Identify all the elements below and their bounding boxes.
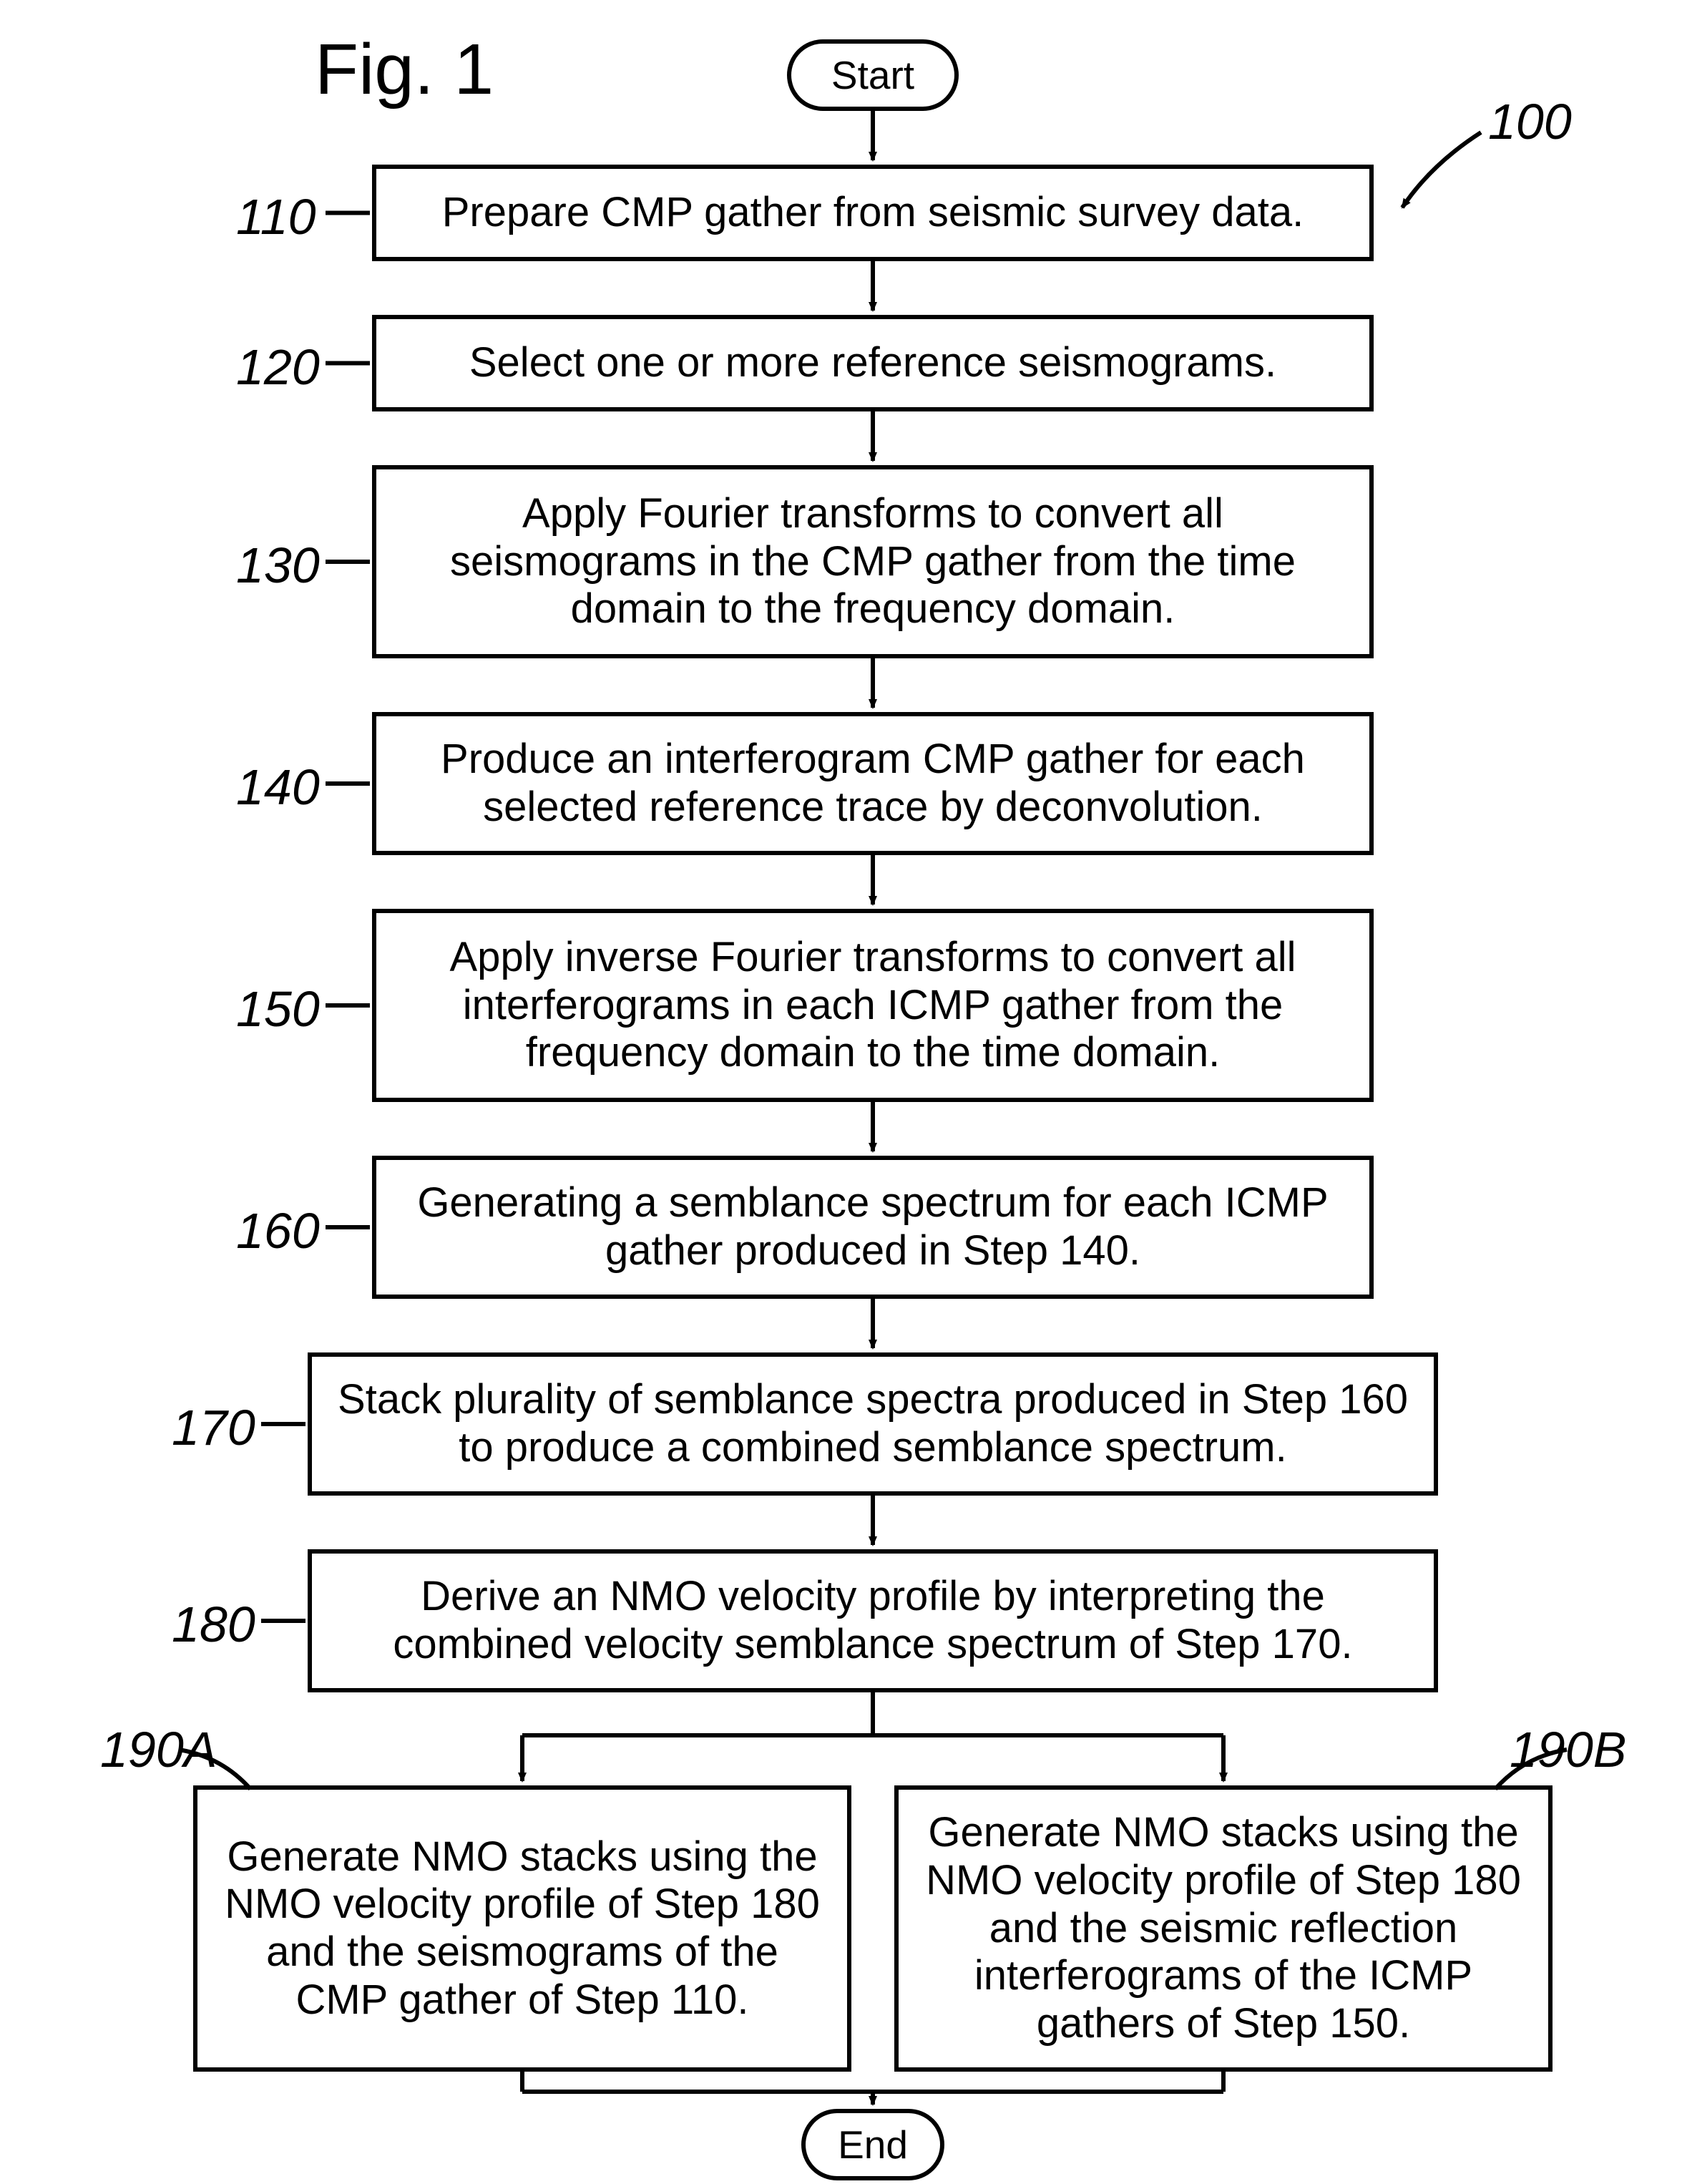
ref-160: 160 <box>236 1202 320 1259</box>
branch-split <box>522 1692 1223 1781</box>
ref-110: 110 <box>236 188 316 245</box>
step-190b-text: Generate NMO stacks using the NMO veloci… <box>920 1809 1527 2047</box>
step-110-text: Prepare CMP gather from seismic survey d… <box>442 189 1304 237</box>
step-130: Apply Fourier transforms to convert all … <box>372 465 1374 658</box>
step-140: Produce an interferogram CMP gather for … <box>372 712 1374 855</box>
end-label: End <box>838 2122 908 2168</box>
step-160: Generating a semblance spectrum for each… <box>372 1156 1374 1299</box>
step-170: Stack plurality of semblance spectra pro… <box>308 1352 1438 1496</box>
step-180-text: Derive an NMO velocity profile by interp… <box>333 1573 1412 1668</box>
step-170-text: Stack plurality of semblance spectra pro… <box>333 1376 1412 1471</box>
step-140-text: Produce an interferogram CMP gather for … <box>398 736 1348 831</box>
start-terminal: Start <box>787 39 959 111</box>
step-120-text: Select one or more reference seismograms… <box>469 339 1276 387</box>
ref-120: 120 <box>236 338 320 396</box>
step-190a: Generate NMO stacks using the NMO veloci… <box>193 1785 851 2072</box>
step-110: Prepare CMP gather from seismic survey d… <box>372 165 1374 261</box>
figure-title: Fig. 1 <box>315 29 494 111</box>
step-120: Select one or more reference seismograms… <box>372 315 1374 411</box>
ref-190a: 190A <box>100 1721 217 1778</box>
start-label: Start <box>831 52 914 98</box>
ref-180: 180 <box>172 1596 255 1653</box>
branch-merge <box>522 2072 1223 2105</box>
end-terminal: End <box>801 2109 944 2180</box>
step-190b: Generate NMO stacks using the NMO veloci… <box>894 1785 1553 2072</box>
ref-140: 140 <box>236 759 320 816</box>
branch-ref-hooks <box>179 1750 1567 1789</box>
overall-ref-swoosh <box>1402 132 1481 208</box>
step-150: Apply inverse Fourier transforms to conv… <box>372 909 1374 1102</box>
ref-130: 130 <box>236 537 320 594</box>
ref-150: 150 <box>236 980 320 1038</box>
step-160-text: Generating a semblance spectrum for each… <box>398 1179 1348 1274</box>
step-180: Derive an NMO velocity profile by interp… <box>308 1549 1438 1692</box>
ref-170: 170 <box>172 1399 255 1456</box>
ref-190b: 190B <box>1510 1721 1626 1778</box>
overall-ref-label: 100 <box>1488 93 1572 150</box>
step-190a-text: Generate NMO stacks using the NMO veloci… <box>219 1833 826 2024</box>
step-130-text: Apply Fourier transforms to convert all … <box>398 490 1348 633</box>
step-150-text: Apply inverse Fourier transforms to conv… <box>398 934 1348 1077</box>
